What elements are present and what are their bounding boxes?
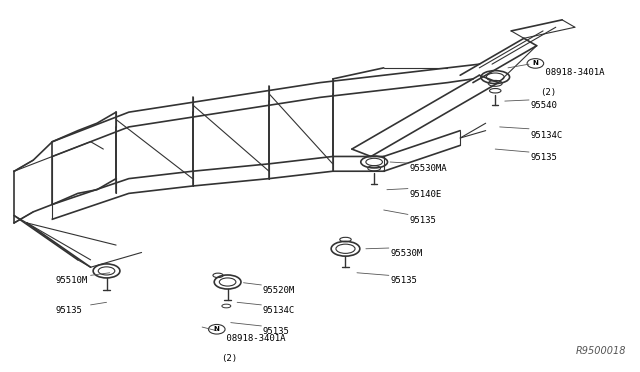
- Text: 95135: 95135: [409, 215, 436, 225]
- Text: 95540: 95540: [531, 101, 557, 110]
- Text: 95530M: 95530M: [390, 249, 422, 258]
- Text: N: N: [214, 326, 220, 332]
- Text: 08918-3401A: 08918-3401A: [540, 68, 604, 77]
- Text: 95135: 95135: [56, 306, 83, 315]
- Text: 95134C: 95134C: [262, 306, 295, 315]
- Text: 95530MA: 95530MA: [409, 164, 447, 173]
- Text: 95520M: 95520M: [262, 286, 295, 295]
- Text: R9500018: R9500018: [575, 346, 626, 356]
- Text: 95510M: 95510M: [56, 276, 88, 285]
- Text: 95140E: 95140E: [409, 190, 442, 199]
- Text: 08918-3401A: 08918-3401A: [221, 334, 285, 343]
- Text: (2): (2): [221, 354, 237, 363]
- Text: 95134C: 95134C: [531, 131, 563, 140]
- Text: 95135: 95135: [262, 327, 289, 336]
- Text: 95135: 95135: [531, 153, 557, 162]
- Text: N: N: [532, 60, 538, 67]
- Text: 95135: 95135: [390, 276, 417, 285]
- Text: (2): (2): [540, 88, 556, 97]
